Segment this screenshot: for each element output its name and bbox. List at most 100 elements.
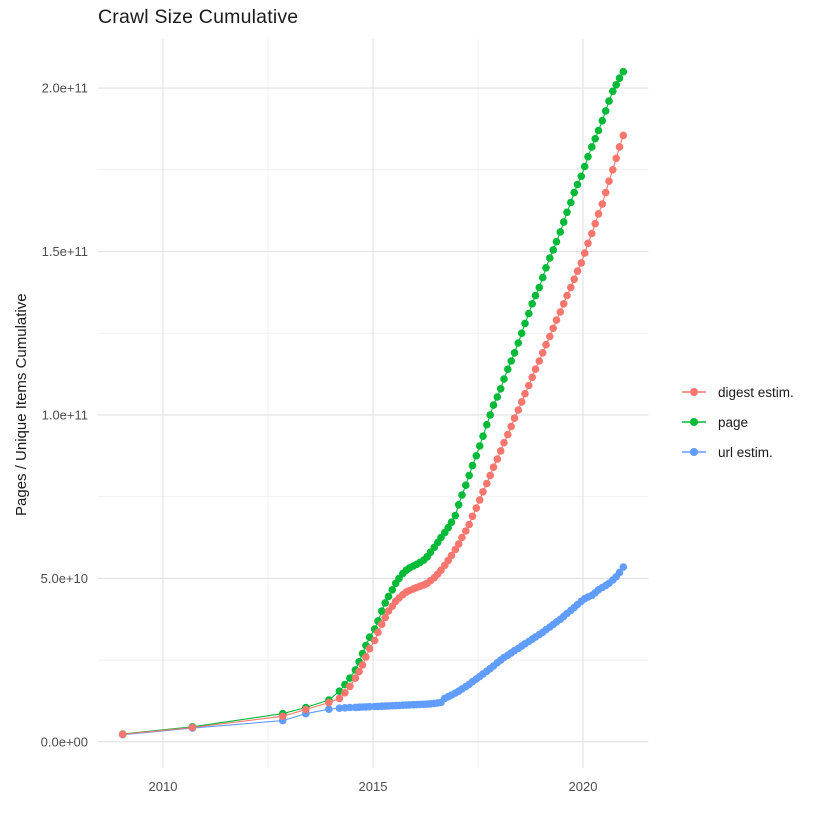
data-point-digest-estim [374,628,382,637]
y-tick-label: 1.5e+11 [42,244,88,259]
data-point-digest-estim [612,154,620,163]
data-point-digest-estim [563,291,571,300]
data-point-digest-estim [584,239,592,248]
data-point-digest-estim [362,653,370,661]
data-point-digest-estim [468,512,477,521]
data-point-page [489,401,498,409]
legend-key-url-estim-icon [681,444,707,460]
data-point-digest-estim [546,332,554,341]
data-point-page [591,134,599,143]
data-point-page [615,74,624,82]
data-point-digest-estim [510,414,519,423]
data-point-digest-estim [493,455,502,463]
data-point-digest-estim [447,551,456,560]
data-point-page [454,501,463,509]
data-point-digest-estim [570,275,578,284]
data-point-digest-estim [489,463,498,472]
data-point-digest-estim [475,496,484,504]
data-point-page [584,152,592,161]
data-point-page [563,208,571,217]
data-point-page [521,319,529,328]
series-url-estim [118,563,628,739]
data-point-digest-estim [479,488,487,496]
data-point-page [479,432,487,441]
data-point-page [500,375,508,383]
data-point-digest-estim [615,143,624,151]
data-point-url-estim [346,703,354,712]
data-point-digest-estim [346,682,354,691]
legend: digest estim. page url estim. [681,377,794,467]
data-point-digest-estim [118,730,127,739]
data-point-page [465,471,474,480]
data-point-digest-estim [567,283,575,292]
y-tick-label: 1.0e+11 [42,407,88,422]
data-point-digest-estim [591,219,599,228]
data-point-digest-estim [188,723,197,732]
data-point-page [496,385,505,393]
data-point-page [556,228,565,236]
data-point-digest-estim [370,636,379,645]
data-point-digest-estim [341,689,349,697]
x-tick-label: 2015 [359,779,388,794]
x-tick-label: 2020 [569,779,598,794]
data-point-page [451,511,460,520]
data-point-digest-estim [521,389,529,398]
data-point-digest-estim [528,373,536,382]
data-point-digest-estim [365,644,374,653]
x-tick-label: 2010 [149,779,178,794]
data-point-digest-estim [335,694,344,703]
y-tick-label: 2.0e+11 [42,81,88,96]
data-point-digest-estim [542,340,550,349]
data-point-page [483,420,491,429]
legend-label: page [718,414,749,430]
data-point-digest-estim [605,177,613,185]
y-tick-label: 5.0e+10 [41,571,88,586]
data-point-digest-estim [483,479,491,488]
data-point-page [346,674,354,682]
data-point-page [619,67,628,76]
data-point-page [588,143,596,151]
data-point-page [447,518,456,526]
legend-item-digest-estim: digest estim. [681,377,794,407]
data-point-digest-estim [594,210,603,218]
data-point-page [605,97,613,105]
data-point-page [486,411,495,419]
data-point-digest-estim [514,406,523,414]
data-point-page [384,592,393,601]
data-point-page [458,491,466,499]
data-point-digest-estim [472,504,481,512]
data-point-page [538,273,547,282]
series-digest-estim [118,131,628,739]
legend-label: url estim. [718,444,773,460]
data-point-digest-estim [609,166,617,174]
data-point-digest-estim [451,545,460,554]
data-point-page [468,461,477,470]
data-point-page [475,442,484,450]
data-point-digest-estim [577,259,586,267]
data-point-page [601,107,610,115]
legend-label: digest estim. [718,384,794,400]
data-point-digest-estim [302,705,310,714]
data-point-page [546,254,554,262]
data-point-page [559,218,568,226]
data-point-digest-estim [500,438,508,447]
chart-title: Crawl Size Cumulative [98,6,299,28]
data-point-digest-estim [588,229,596,238]
data-point-page [567,198,575,207]
data-point-page [462,481,470,490]
data-point-digest-estim [381,613,390,622]
data-point-digest-estim [552,316,561,324]
data-point-digest-estim [462,527,470,535]
data-point-page [531,291,540,300]
data-point-page [577,172,586,181]
legend-key-page-icon [681,414,707,430]
data-point-digest-estim [598,200,607,208]
data-point-page [570,188,578,197]
data-point-page [612,81,620,89]
data-point-page [381,599,390,607]
legend-key-digest-estim-icon [681,384,707,400]
data-point-digest-estim [535,357,544,365]
data-point-digest-estim [559,300,568,308]
